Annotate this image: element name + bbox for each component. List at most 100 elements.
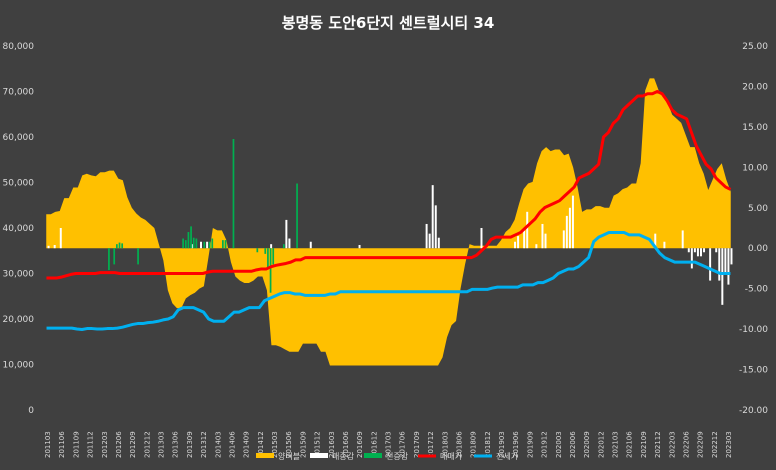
sale-change-bar <box>727 248 730 285</box>
x-tick-label: 201909 <box>526 431 534 458</box>
sale-change-bar <box>517 236 520 249</box>
y-axis-left: 0 10,000 20,000 30,000 40,000 50,000 60,000 70,… <box>3 42 35 416</box>
jeonse-change-bar <box>256 248 259 253</box>
legend-label: 전증감 <box>386 451 409 461</box>
jeonse-change-bar <box>232 139 235 249</box>
sale-change-bar <box>285 219 288 249</box>
legend-label: 전세가 <box>496 451 519 461</box>
legend: 양버블 매증감 전증감 매매가 전세가 <box>256 451 519 461</box>
sale-change-bar <box>431 185 434 249</box>
y-left-tick-label: 30,000 <box>3 270 35 280</box>
x-tick-label: 202106 <box>626 431 634 458</box>
sale-change-bar <box>721 248 724 305</box>
y-right-tick-label: 15.00 <box>742 123 768 133</box>
x-tick-label: 201809 <box>470 431 478 458</box>
sale-change-bar <box>718 248 721 281</box>
y-right-tick-label: 20.00 <box>742 82 768 92</box>
x-tick-label: 201409 <box>243 431 251 458</box>
legend-label: 매매가 <box>440 452 463 461</box>
y-left-tick-label: 20,000 <box>3 315 35 325</box>
sale-change-bar <box>654 233 657 249</box>
sale-change-bar <box>568 207 571 249</box>
jeonse-change-bar <box>282 244 285 249</box>
chart-title: 봉명동 도안6단지 센트럴시티 34 <box>282 14 495 32</box>
jeonse-change-bar <box>203 241 206 249</box>
jeonse-change-bar <box>121 243 124 249</box>
bubble-area <box>46 78 731 366</box>
sale-change-bar <box>270 244 273 249</box>
y-left-tick-label: 0 <box>28 406 34 416</box>
legend-label: 매증감 <box>332 451 355 461</box>
jeonse-change-bar <box>222 240 224 249</box>
x-tick-label: 201106 <box>58 431 66 458</box>
jeonse-change-bar <box>113 248 116 265</box>
x-tick-label: 202012 <box>597 431 605 458</box>
sale-change-bar <box>200 241 202 249</box>
x-tick-label: 201906 <box>512 431 520 458</box>
x-tick-label: 201403 <box>214 431 222 458</box>
sale-change-bar <box>724 248 727 273</box>
sale-change-bar <box>437 237 440 249</box>
y-left-tick-label: 80,000 <box>3 42 35 52</box>
y-left-tick-label: 60,000 <box>3 133 35 143</box>
x-tick-label: 201609 <box>356 431 364 458</box>
sale-change-bar <box>434 205 437 249</box>
jeonse-change-bar <box>184 240 187 249</box>
jeonse-price-line <box>46 231 731 331</box>
sale-change-bar <box>703 248 706 253</box>
sale-change-bar <box>288 238 291 249</box>
sale-change-bar <box>480 228 483 249</box>
sale-change-bar <box>523 230 526 249</box>
sale-change-bar <box>565 215 568 249</box>
legend-label: 양버블 <box>278 451 300 461</box>
sale-change-bar <box>526 211 529 249</box>
sale-change-bar <box>730 248 733 265</box>
x-tick-label: 201406 <box>228 431 236 458</box>
sale-change-bar <box>700 248 702 257</box>
sale-change-bar <box>514 241 517 249</box>
sale-change-bar <box>47 245 50 249</box>
x-tick-label: 201509 <box>299 431 307 458</box>
x-tick-label: 202006 <box>569 431 577 458</box>
x-tick-label: 201103 <box>44 431 52 458</box>
x-tick-label: 201903 <box>498 431 506 458</box>
x-tick-label: 201512 <box>314 431 322 458</box>
y-right-tick-label: -10.00 <box>739 325 768 335</box>
x-tick-label: 201412 <box>257 431 265 458</box>
sale-change-bar <box>690 248 693 269</box>
sale-change-bar <box>681 230 684 249</box>
jeonse-change-bar <box>272 248 275 265</box>
x-tick-label: 201303 <box>158 431 166 458</box>
sale-change-bar <box>663 241 666 249</box>
y-right-tick-label: 10.00 <box>742 163 768 173</box>
jeonse-change-bar <box>137 248 139 265</box>
x-tick-label: 201312 <box>200 431 208 458</box>
x-tick-label: 201306 <box>172 431 180 458</box>
x-tick-label: 202303 <box>725 431 733 458</box>
y-right-tick-label: -15.00 <box>739 366 768 376</box>
x-tick-label: 201706 <box>399 431 407 458</box>
sale-change-bar <box>206 241 209 249</box>
jeonse-change-bar <box>264 248 267 254</box>
x-tick-label: 201703 <box>385 431 393 458</box>
y-right-tick-label: -5.00 <box>745 285 769 295</box>
sale-change-bar <box>715 248 718 253</box>
y-right-tick-label: 25.00 <box>742 42 768 52</box>
x-tick-label: 201812 <box>484 431 492 458</box>
sale-change-bar <box>693 248 696 253</box>
bubble-area-group <box>46 78 731 366</box>
jeonse-change-bar <box>108 248 110 271</box>
jeonse-change-bar <box>208 241 211 249</box>
x-tick-label: 201712 <box>427 431 435 458</box>
sale-change-bar <box>53 244 56 249</box>
x-tick-label: 201503 <box>271 431 279 458</box>
sale-change-bar <box>309 241 312 249</box>
x-tick-label: 202009 <box>583 431 591 458</box>
x-tick-label: 201603 <box>328 431 336 458</box>
x-tick-label: 201912 <box>541 431 549 458</box>
price-lines-group <box>46 90 732 331</box>
x-tick-label: 201209 <box>129 431 137 458</box>
x-tick-label: 201709 <box>413 431 421 458</box>
x-tick-label: 201606 <box>342 431 350 458</box>
